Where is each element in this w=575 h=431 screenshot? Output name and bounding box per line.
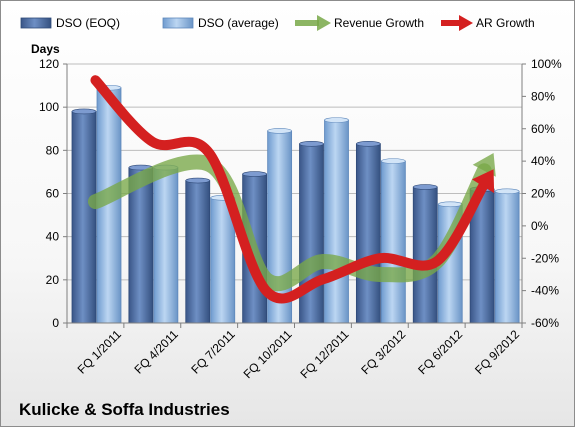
chart-legend: DSO (EOQ) DSO (average) Revenue Growth A… <box>20 15 535 31</box>
left-tick-label: 80 <box>46 143 60 157</box>
legend-label-dso-eoq: DSO (EOQ) <box>56 16 120 30</box>
right-tick-label: 0% <box>531 219 549 233</box>
bar <box>355 143 381 324</box>
bar-top <box>437 201 463 208</box>
bar-top <box>381 158 406 164</box>
legend-item-ar-growth: AR Growth <box>441 15 535 31</box>
bar-top <box>324 117 349 123</box>
right-tick-label: 100% <box>531 57 562 71</box>
bar <box>71 111 97 324</box>
left-tick-label: 60 <box>46 187 60 201</box>
x-axis-ticks: FQ 1/2011 FQ 4/2011 FQ 7/2011 FQ 10/2011 FQ … <box>66 323 523 381</box>
growth-lines <box>87 75 496 304</box>
x-tick-label: FQ 10/2011 <box>241 327 295 381</box>
bar <box>380 160 406 324</box>
bar-top <box>299 141 324 147</box>
legend-item-dso-eoq: DSO (EOQ) <box>20 16 120 30</box>
bar <box>185 180 211 324</box>
right-tick-label: 40% <box>531 154 555 168</box>
bar <box>299 143 324 324</box>
x-tick-label: FQ 9/2012 <box>472 327 522 377</box>
bar <box>153 167 179 324</box>
bar-top <box>185 177 211 184</box>
bar <box>128 167 154 324</box>
bar-top <box>412 184 438 190</box>
legend-label-dso-average: DSO (average) <box>198 16 279 30</box>
ar-growth-line <box>90 75 489 304</box>
right-tick-label: 60% <box>531 122 555 136</box>
ar-growth-arrowhead <box>472 169 495 194</box>
bar <box>494 190 520 324</box>
left-tick-label: 20 <box>46 273 60 287</box>
bar-top <box>356 141 381 147</box>
legend-label-revenue-growth: Revenue Growth <box>334 16 424 30</box>
left-tick-label: 100 <box>39 100 59 114</box>
left-tick-label: 40 <box>46 230 60 244</box>
legend-item-revenue-growth: Revenue Growth <box>295 15 424 31</box>
right-tick-label: -60% <box>531 316 559 330</box>
bar-top <box>71 108 97 115</box>
right-tick-label: -20% <box>531 251 559 265</box>
chart-title: Kulicke & Soffa Industries <box>19 400 230 419</box>
left-axis-title: Days <box>31 42 60 56</box>
right-tick-label: 80% <box>531 89 555 103</box>
bar-top <box>267 128 292 134</box>
legend-label-ar-growth: AR Growth <box>476 16 535 30</box>
x-tick-label: FQ 6/2012 <box>415 327 465 377</box>
x-tick-label: FQ 7/2011 <box>188 327 238 377</box>
right-tick-label: -40% <box>531 284 559 298</box>
bar <box>324 119 349 324</box>
left-axis-ticks: 0 20 40 60 80 100 120 <box>39 57 67 330</box>
x-tick-label: FQ 3/2012 <box>358 327 408 377</box>
bar-top <box>242 171 267 177</box>
left-tick-label: 0 <box>52 316 59 330</box>
x-tick-label: FQ 12/2011 <box>297 327 351 381</box>
right-axis-ticks: -60% -40% -20% 0% 20% 40% 60% 80% 100% <box>522 57 562 330</box>
right-tick-label: 20% <box>531 187 555 201</box>
left-tick-label: 120 <box>39 57 59 71</box>
revenue-growth-arrowhead <box>472 153 496 177</box>
x-tick-label: FQ 1/2011 <box>75 327 125 377</box>
bars <box>71 84 520 324</box>
bar-top <box>494 188 520 195</box>
legend-item-dso-average: DSO (average) <box>162 16 279 30</box>
x-tick-label: FQ 4/2011 <box>132 327 182 377</box>
